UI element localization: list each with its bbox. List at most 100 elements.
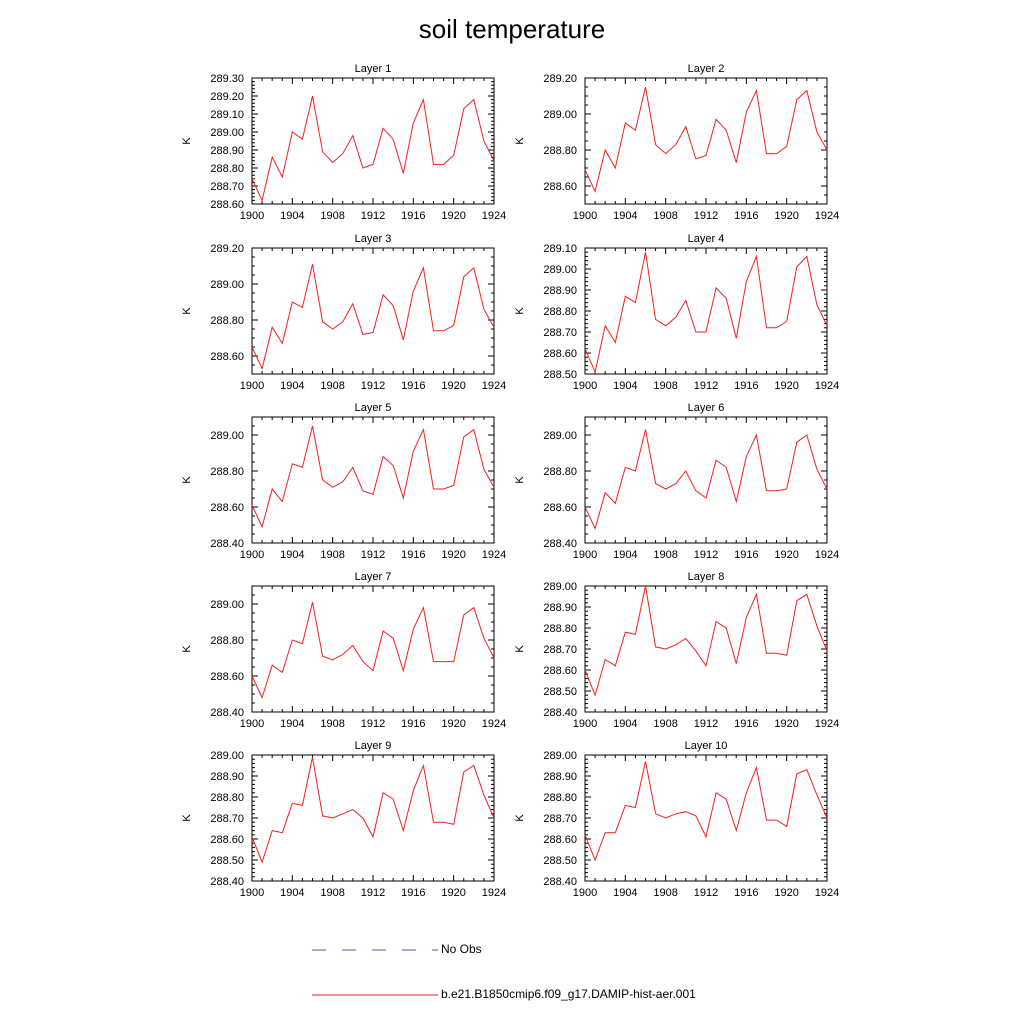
x-tick-label: 1924 [482,549,506,561]
y-tick-label: 288.90 [543,602,577,614]
y-tick-label: 288.60 [210,502,244,514]
plot-frame [251,585,495,713]
x-tick-label: 1924 [815,380,839,392]
x-tick-label: 1908 [320,549,344,561]
y-tick-label: 289.20 [210,243,244,255]
x-tick-label: 1924 [815,718,839,730]
y-tick-label: 288.90 [543,771,577,783]
y-axis-label: K [181,645,193,653]
x-tick-label: 1900 [240,380,264,392]
y-tick-label: 288.60 [210,351,244,363]
panel-title: Layer 2 [688,63,725,75]
x-tick-label: 1900 [573,210,597,222]
y-tick-label: 288.90 [543,285,577,297]
y-tick-label: 288.60 [210,834,244,846]
series-line [584,761,828,862]
y-tick-label: 289.20 [210,91,244,103]
chart-panel-layer-6: Layer 6 K 1900 1904 1908 1912 1916 1920 1924 288.… [514,402,839,561]
y-tick-label: 288.70 [543,813,577,825]
y-tick-label: 288.80 [543,623,577,635]
y-tick-label: 288.80 [543,145,577,157]
x-tick-label: 1908 [653,210,677,222]
y-tick-label: 288.80 [210,792,244,804]
x-tick-label: 1904 [280,887,304,899]
x-tick-label: 1904 [613,549,637,561]
x-tick-label: 1920 [441,549,465,561]
x-tick-label: 1900 [573,549,597,561]
y-tick-label: 289.00 [543,430,577,442]
x-tick-label: 1920 [441,718,465,730]
series-line [251,602,495,699]
y-tick-label: 288.50 [543,369,577,381]
y-tick-label: 288.90 [210,771,244,783]
y-tick-label: 288.70 [210,813,244,825]
y-tick-label: 288.80 [210,163,244,175]
y-axis-label: K [514,476,526,484]
legend-label-model: b.e21.B1850cmip6.f09_g17.DAMIP-hist-aer.… [441,987,696,1001]
x-tick-label: 1912 [694,887,718,899]
chart-panel-layer-8: Layer 8 K 1900 1904 1908 1912 1916 1920 1924 288.… [514,571,839,730]
panel-title: Layer 9 [355,740,392,752]
panel-title: Layer 7 [355,571,392,583]
x-tick-label: 1916 [734,718,758,730]
x-tick-label: 1920 [441,210,465,222]
x-tick-label: 1916 [734,549,758,561]
x-tick-label: 1908 [320,210,344,222]
x-tick-label: 1908 [653,887,677,899]
y-axis-label: K [181,476,193,484]
x-tick-label: 1924 [482,887,506,899]
x-tick-label: 1912 [361,210,385,222]
plot-frame [584,247,828,375]
series-line [251,756,495,864]
panel-title: Layer 6 [688,402,725,414]
x-tick-label: 1920 [441,887,465,899]
y-tick-label: 289.00 [210,279,244,291]
panel-title: Layer 4 [688,233,725,245]
y-axis-label: K [514,137,526,145]
series-line [584,585,828,697]
x-tick-label: 1920 [774,380,798,392]
x-tick-label: 1904 [613,210,637,222]
plot-frame [251,77,495,205]
plot-frame [251,754,495,882]
x-tick-label: 1912 [361,718,385,730]
x-tick-label: 1920 [774,549,798,561]
y-tick-label: 288.50 [543,686,577,698]
x-tick-label: 1916 [734,380,758,392]
x-tick-label: 1900 [240,718,264,730]
y-tick-label: 288.50 [543,855,577,867]
x-tick-label: 1900 [240,210,264,222]
y-tick-label: 288.60 [543,181,577,193]
x-tick-label: 1924 [482,210,506,222]
y-tick-label: 289.00 [543,581,577,593]
x-tick-label: 1908 [320,887,344,899]
chart-panel-layer-1: Layer 1 K 1900 1904 1908 1912 1916 1920 1924 288.… [181,63,506,222]
x-tick-label: 1916 [401,210,425,222]
y-axis-label: K [181,307,193,315]
y-tick-label: 288.60 [543,348,577,360]
y-tick-label: 288.80 [210,315,244,327]
x-tick-label: 1908 [320,380,344,392]
x-tick-label: 1900 [573,380,597,392]
x-tick-label: 1904 [280,210,304,222]
x-tick-label: 1924 [815,549,839,561]
x-tick-label: 1908 [653,718,677,730]
y-tick-label: 288.80 [543,306,577,318]
plot-frame [584,754,828,882]
x-tick-label: 1904 [613,380,637,392]
y-tick-label: 289.00 [543,264,577,276]
y-tick-label: 289.00 [210,430,244,442]
y-tick-label: 288.40 [210,876,244,888]
y-tick-label: 288.60 [543,665,577,677]
x-tick-label: 1904 [280,718,304,730]
x-tick-label: 1900 [573,718,597,730]
y-tick-label: 288.40 [210,707,244,719]
series-line [251,425,495,529]
series-line [251,95,495,202]
y-tick-label: 289.00 [543,109,577,121]
x-tick-label: 1920 [774,210,798,222]
x-tick-label: 1900 [240,549,264,561]
x-tick-label: 1916 [401,549,425,561]
y-tick-label: 289.00 [210,127,244,139]
legend-label-no-obs: No Obs [441,942,482,956]
